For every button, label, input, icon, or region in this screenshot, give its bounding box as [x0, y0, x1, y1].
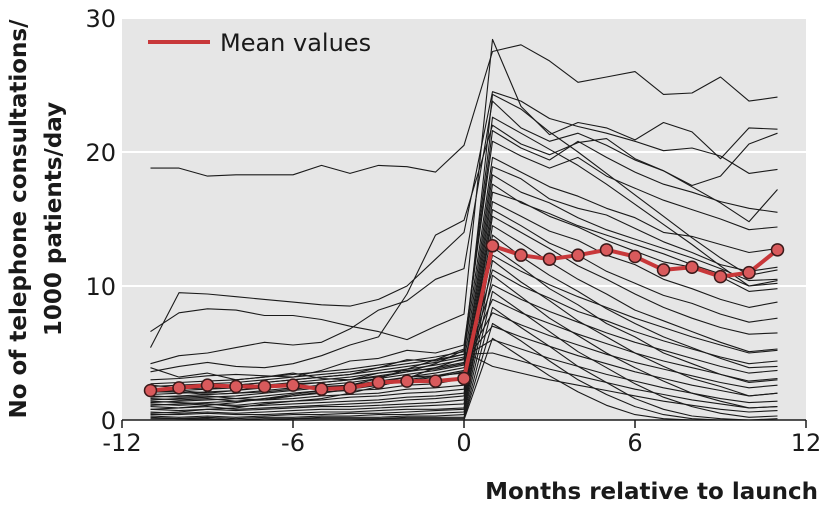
mean-point--4	[343, 381, 357, 395]
legend-label: Mean values	[220, 29, 371, 57]
y-axis-title-line1: No of telephone consultations/	[6, 19, 32, 419]
mean-point--3	[371, 375, 386, 390]
practice-line-13	[150, 201, 778, 406]
practice-line-21	[150, 290, 778, 421]
y-tick-label-10: 10	[85, 273, 116, 301]
practice-line-29	[150, 284, 778, 401]
practice-line-5	[150, 124, 778, 373]
practice-line-16	[150, 225, 778, 412]
mean-point-11	[770, 243, 785, 257]
practice-line-25	[150, 93, 778, 414]
practice-line-31	[150, 312, 778, 396]
y-tick-label-0: 0	[101, 407, 116, 435]
practice-line-35	[150, 351, 778, 413]
x-tick-label-0: 0	[456, 429, 471, 457]
practice-line-3	[150, 91, 778, 348]
mean-point-5	[599, 243, 614, 257]
practice-line-2	[150, 38, 778, 341]
practice-line-19	[150, 259, 778, 418]
mean-point--6	[286, 378, 300, 392]
mean-series	[143, 239, 785, 398]
legend: Mean values	[148, 29, 371, 57]
y-tick-label-30: 30	[85, 5, 116, 33]
mean-point--8	[229, 379, 243, 394]
axes: -12 -6 0 6 12 0 10 20 30	[85, 5, 821, 457]
practice-line-33	[150, 339, 778, 404]
mean-point-7	[656, 263, 671, 277]
practice-line-17	[150, 234, 778, 414]
mean-point-3	[542, 252, 557, 266]
x-tick-label--6: -6	[281, 429, 305, 457]
mean-point--1	[428, 374, 443, 388]
x-tick-label--12: -12	[102, 429, 141, 457]
practice-line-30	[150, 298, 778, 398]
practice-line-1	[150, 44, 778, 177]
practice-line-20	[150, 274, 778, 420]
mean-point-9	[713, 269, 728, 284]
mean-point--5	[314, 382, 329, 396]
mean-point--11	[143, 383, 158, 398]
mean-point-4	[571, 248, 585, 262]
gridlines	[122, 17, 806, 287]
y-tick-label-20: 20	[85, 139, 116, 167]
mean-point-2	[514, 248, 528, 262]
mean-point-6	[628, 249, 642, 264]
practice-line-15	[150, 215, 778, 410]
y-axis-title: No of telephone consultations/ 1000 pati…	[6, 19, 67, 419]
mean-point--2	[400, 374, 414, 388]
x-tick-label-12: 12	[791, 429, 822, 457]
practice-line-34	[150, 352, 778, 409]
y-axis-title-line2: 1000 patients/day	[41, 102, 67, 336]
mean-point-0	[457, 371, 471, 386]
mean-point--9	[200, 378, 215, 392]
mean-point--10	[172, 381, 186, 395]
mean-point-8	[685, 260, 699, 274]
x-axis-title: Months relative to launch	[485, 479, 818, 505]
mean-point-1	[485, 239, 500, 253]
mean-point-10	[742, 265, 756, 280]
x-tick-label-6: 6	[627, 429, 642, 457]
mean-point--7	[257, 379, 272, 394]
